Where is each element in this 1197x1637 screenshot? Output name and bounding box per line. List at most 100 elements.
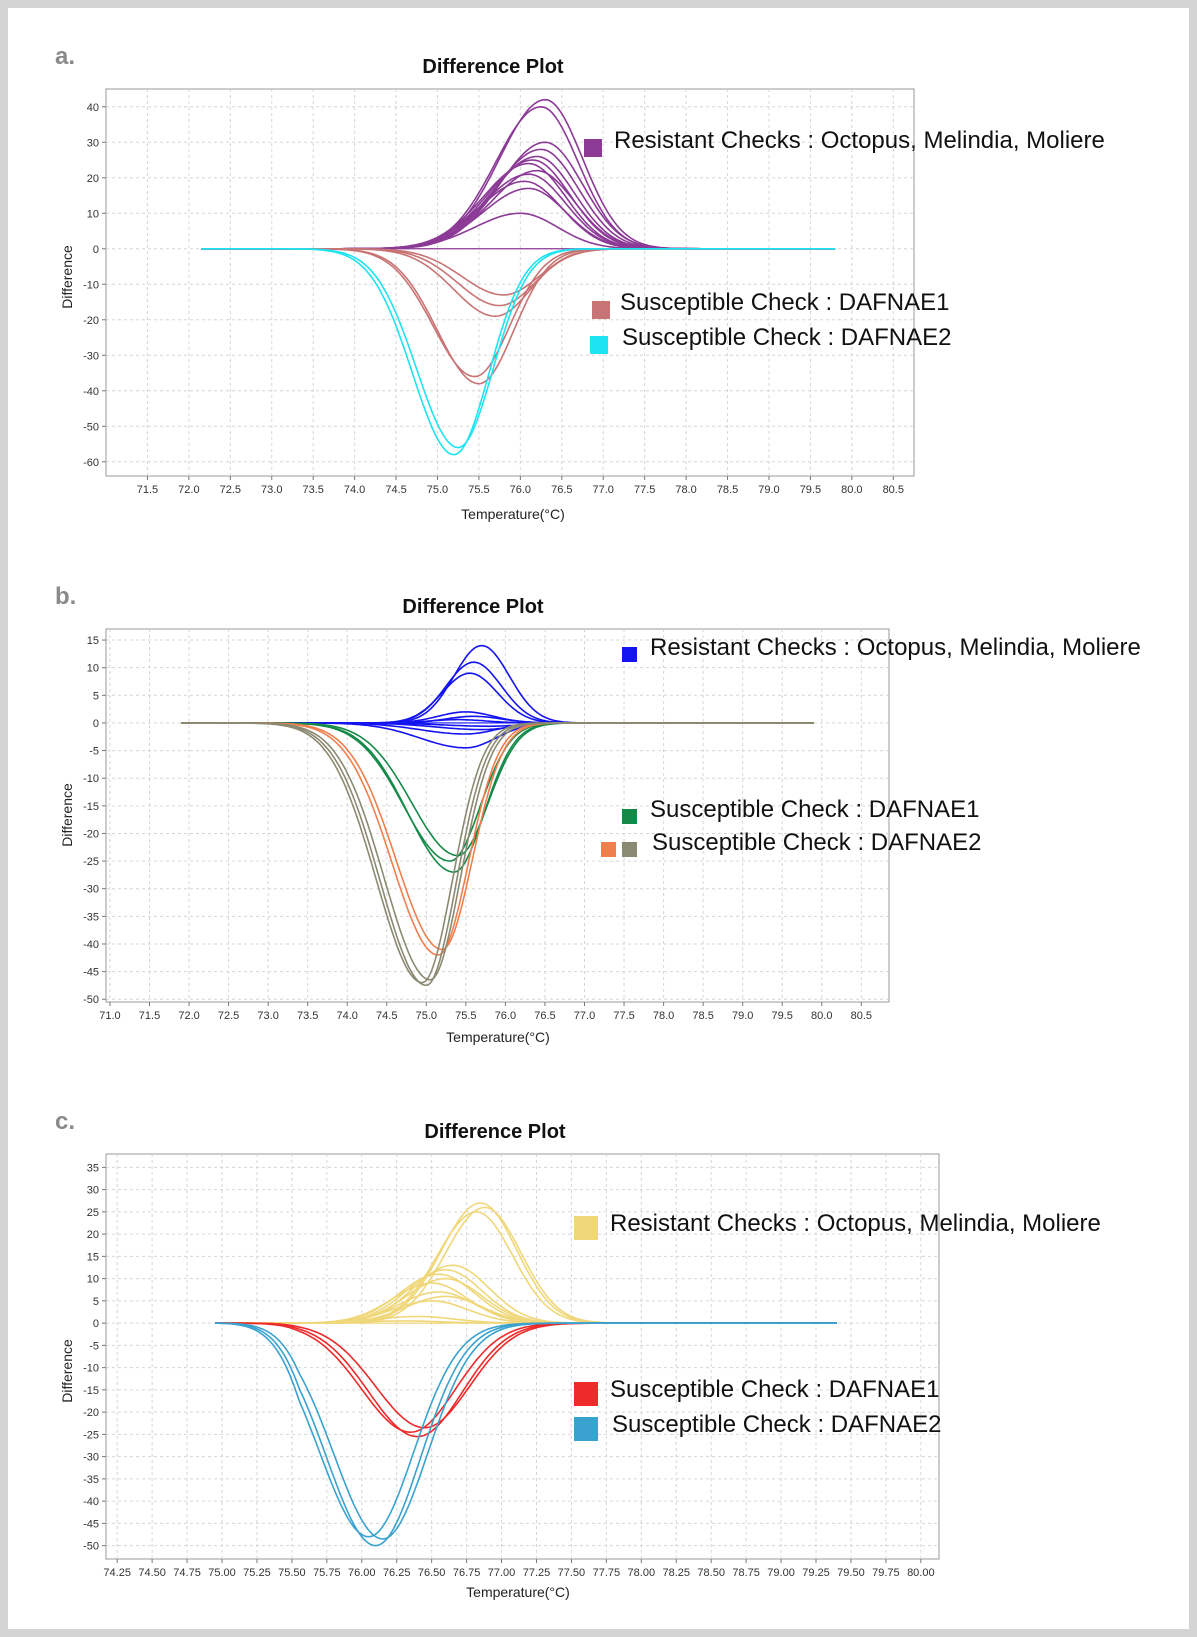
panel-label: a. xyxy=(55,43,76,70)
x-tick-label: 78.0 xyxy=(653,1010,674,1022)
x-tick-label: 74.5 xyxy=(385,484,406,496)
x-tick-label: 77.75 xyxy=(593,1567,621,1579)
x-tick-label: 78.00 xyxy=(628,1567,656,1579)
x-tick-label: 76.0 xyxy=(510,484,531,496)
y-tick-label: -20 xyxy=(83,1407,99,1419)
y-tick-label: 10 xyxy=(87,663,99,675)
series-line xyxy=(181,722,814,981)
legend-swatch xyxy=(601,842,616,857)
x-tick-label: 74.0 xyxy=(337,1010,358,1022)
legend-label: Resistant Checks : Octopus, Melindia, Mo… xyxy=(614,127,1105,154)
grid xyxy=(106,1154,939,1559)
y-tick-label: -50 xyxy=(83,1541,99,1553)
y-tick-label: 5 xyxy=(93,1296,99,1308)
y-tick-label: 35 xyxy=(87,1162,99,1174)
legend-label: Susceptible Check : DAFNAE2 xyxy=(652,829,981,856)
y-axis-title: Difference xyxy=(59,1339,75,1403)
y-tick-label: -60 xyxy=(83,457,99,469)
legend-swatch xyxy=(574,1417,598,1441)
y-tick-label: -45 xyxy=(83,967,99,979)
x-tick-label: 75.00 xyxy=(208,1567,236,1579)
y-tick-label: -30 xyxy=(83,350,99,362)
x-tick-label: 72.0 xyxy=(178,1010,199,1022)
plot-area xyxy=(105,88,915,477)
x-tick-label: 71.0 xyxy=(99,1010,120,1022)
x-tick-label: 73.5 xyxy=(297,1010,318,1022)
x-tick-label: 78.0 xyxy=(675,484,696,496)
y-tick-label: -5 xyxy=(89,746,99,758)
x-tick-label: 80.00 xyxy=(907,1567,935,1579)
y-tick-label: -20 xyxy=(83,315,99,327)
legend-swatch xyxy=(622,809,637,824)
x-tick-label: 79.50 xyxy=(837,1567,865,1579)
legend-label: Resistant Checks : Octopus, Melindia, Mo… xyxy=(650,634,1141,661)
x-tick-label: 78.50 xyxy=(697,1567,725,1579)
series-line xyxy=(201,248,836,449)
y-tick-label: -30 xyxy=(83,884,99,896)
chart-a: Difference Plot Temperature(°C) Differen… xyxy=(59,56,1105,522)
y-tick-label: -45 xyxy=(83,1518,99,1530)
x-tick-label: 80.0 xyxy=(811,1010,832,1022)
y-tick-label: 10 xyxy=(87,208,99,220)
y-tick-label: -25 xyxy=(83,1429,99,1441)
chart-b: Difference Plot Temperature(°C) Differen… xyxy=(59,596,1141,1045)
y-tick-label: 20 xyxy=(87,173,99,185)
y-tick-label: -35 xyxy=(83,911,99,923)
x-tick-label: 79.0 xyxy=(732,1010,753,1022)
y-tick-label: 0 xyxy=(93,244,99,256)
y-tick-label: -5 xyxy=(89,1340,99,1352)
x-tick-label: 76.00 xyxy=(348,1567,376,1579)
x-tick-label: 72.5 xyxy=(218,1010,239,1022)
x-tick-label: 76.5 xyxy=(551,484,572,496)
x-tick-label: 74.75 xyxy=(173,1567,201,1579)
legend-label: Susceptible Check : DAFNAE2 xyxy=(622,324,951,351)
panel-label: c. xyxy=(55,1108,76,1135)
x-tick-label: 77.00 xyxy=(488,1567,516,1579)
x-tick-label: 74.5 xyxy=(376,1010,397,1022)
legend-swatch xyxy=(574,1216,598,1240)
y-tick-label: -15 xyxy=(83,801,99,813)
y-tick-label: -40 xyxy=(83,939,99,951)
series-group xyxy=(214,1202,837,1547)
legend-swatch xyxy=(592,301,610,319)
x-tick-label: 80.5 xyxy=(883,484,904,496)
x-tick-label: 77.25 xyxy=(523,1567,551,1579)
x-tick-label: 77.0 xyxy=(593,484,614,496)
x-tick-label: 76.75 xyxy=(453,1567,481,1579)
legend-swatch xyxy=(590,336,608,354)
y-tick-label: -30 xyxy=(83,1452,99,1464)
x-tick-label: 73.0 xyxy=(261,484,282,496)
x-tick-label: 72.5 xyxy=(220,484,241,496)
x-tick-label: 75.5 xyxy=(455,1010,476,1022)
legend-label: Susceptible Check : DAFNAE1 xyxy=(620,289,949,316)
y-tick-label: -50 xyxy=(83,421,99,433)
x-tick-label: 79.0 xyxy=(758,484,779,496)
x-tick-label: 80.0 xyxy=(841,484,862,496)
x-tick-label: 80.5 xyxy=(851,1010,872,1022)
x-tick-label: 75.75 xyxy=(313,1567,341,1579)
legend-label: Resistant Checks : Octopus, Melindia, Mo… xyxy=(610,1210,1101,1237)
x-tick-label: 72.0 xyxy=(178,484,199,496)
x-tick-label: 74.50 xyxy=(138,1567,166,1579)
x-tick-label: 77.5 xyxy=(613,1010,634,1022)
y-tick-label: -10 xyxy=(83,773,99,785)
x-tick-label: 75.50 xyxy=(278,1567,306,1579)
x-tick-label: 79.25 xyxy=(802,1567,830,1579)
legend-label: Susceptible Check : DAFNAE1 xyxy=(610,1376,939,1403)
chart-c: Difference Plot Temperature(°C) Differen… xyxy=(59,1121,1101,1600)
figure: a. Difference Plot Temperature(°C) Diffe… xyxy=(8,8,1189,1629)
y-tick-label: 25 xyxy=(87,1207,99,1219)
y-tick-label: 30 xyxy=(87,1185,99,1197)
legend-swatch xyxy=(574,1382,598,1406)
x-tick-label: 76.0 xyxy=(495,1010,516,1022)
x-tick-label: 78.25 xyxy=(662,1567,690,1579)
y-tick-label: -40 xyxy=(83,386,99,398)
legend-swatch xyxy=(622,647,637,662)
y-tick-label: 10 xyxy=(87,1274,99,1286)
x-tick-label: 78.5 xyxy=(717,484,738,496)
x-tick-label: 78.75 xyxy=(732,1567,760,1579)
chart-title: Difference Plot xyxy=(402,596,543,618)
series-group xyxy=(201,98,836,456)
x-tick-label: 71.5 xyxy=(137,484,158,496)
y-tick-label: -25 xyxy=(83,856,99,868)
